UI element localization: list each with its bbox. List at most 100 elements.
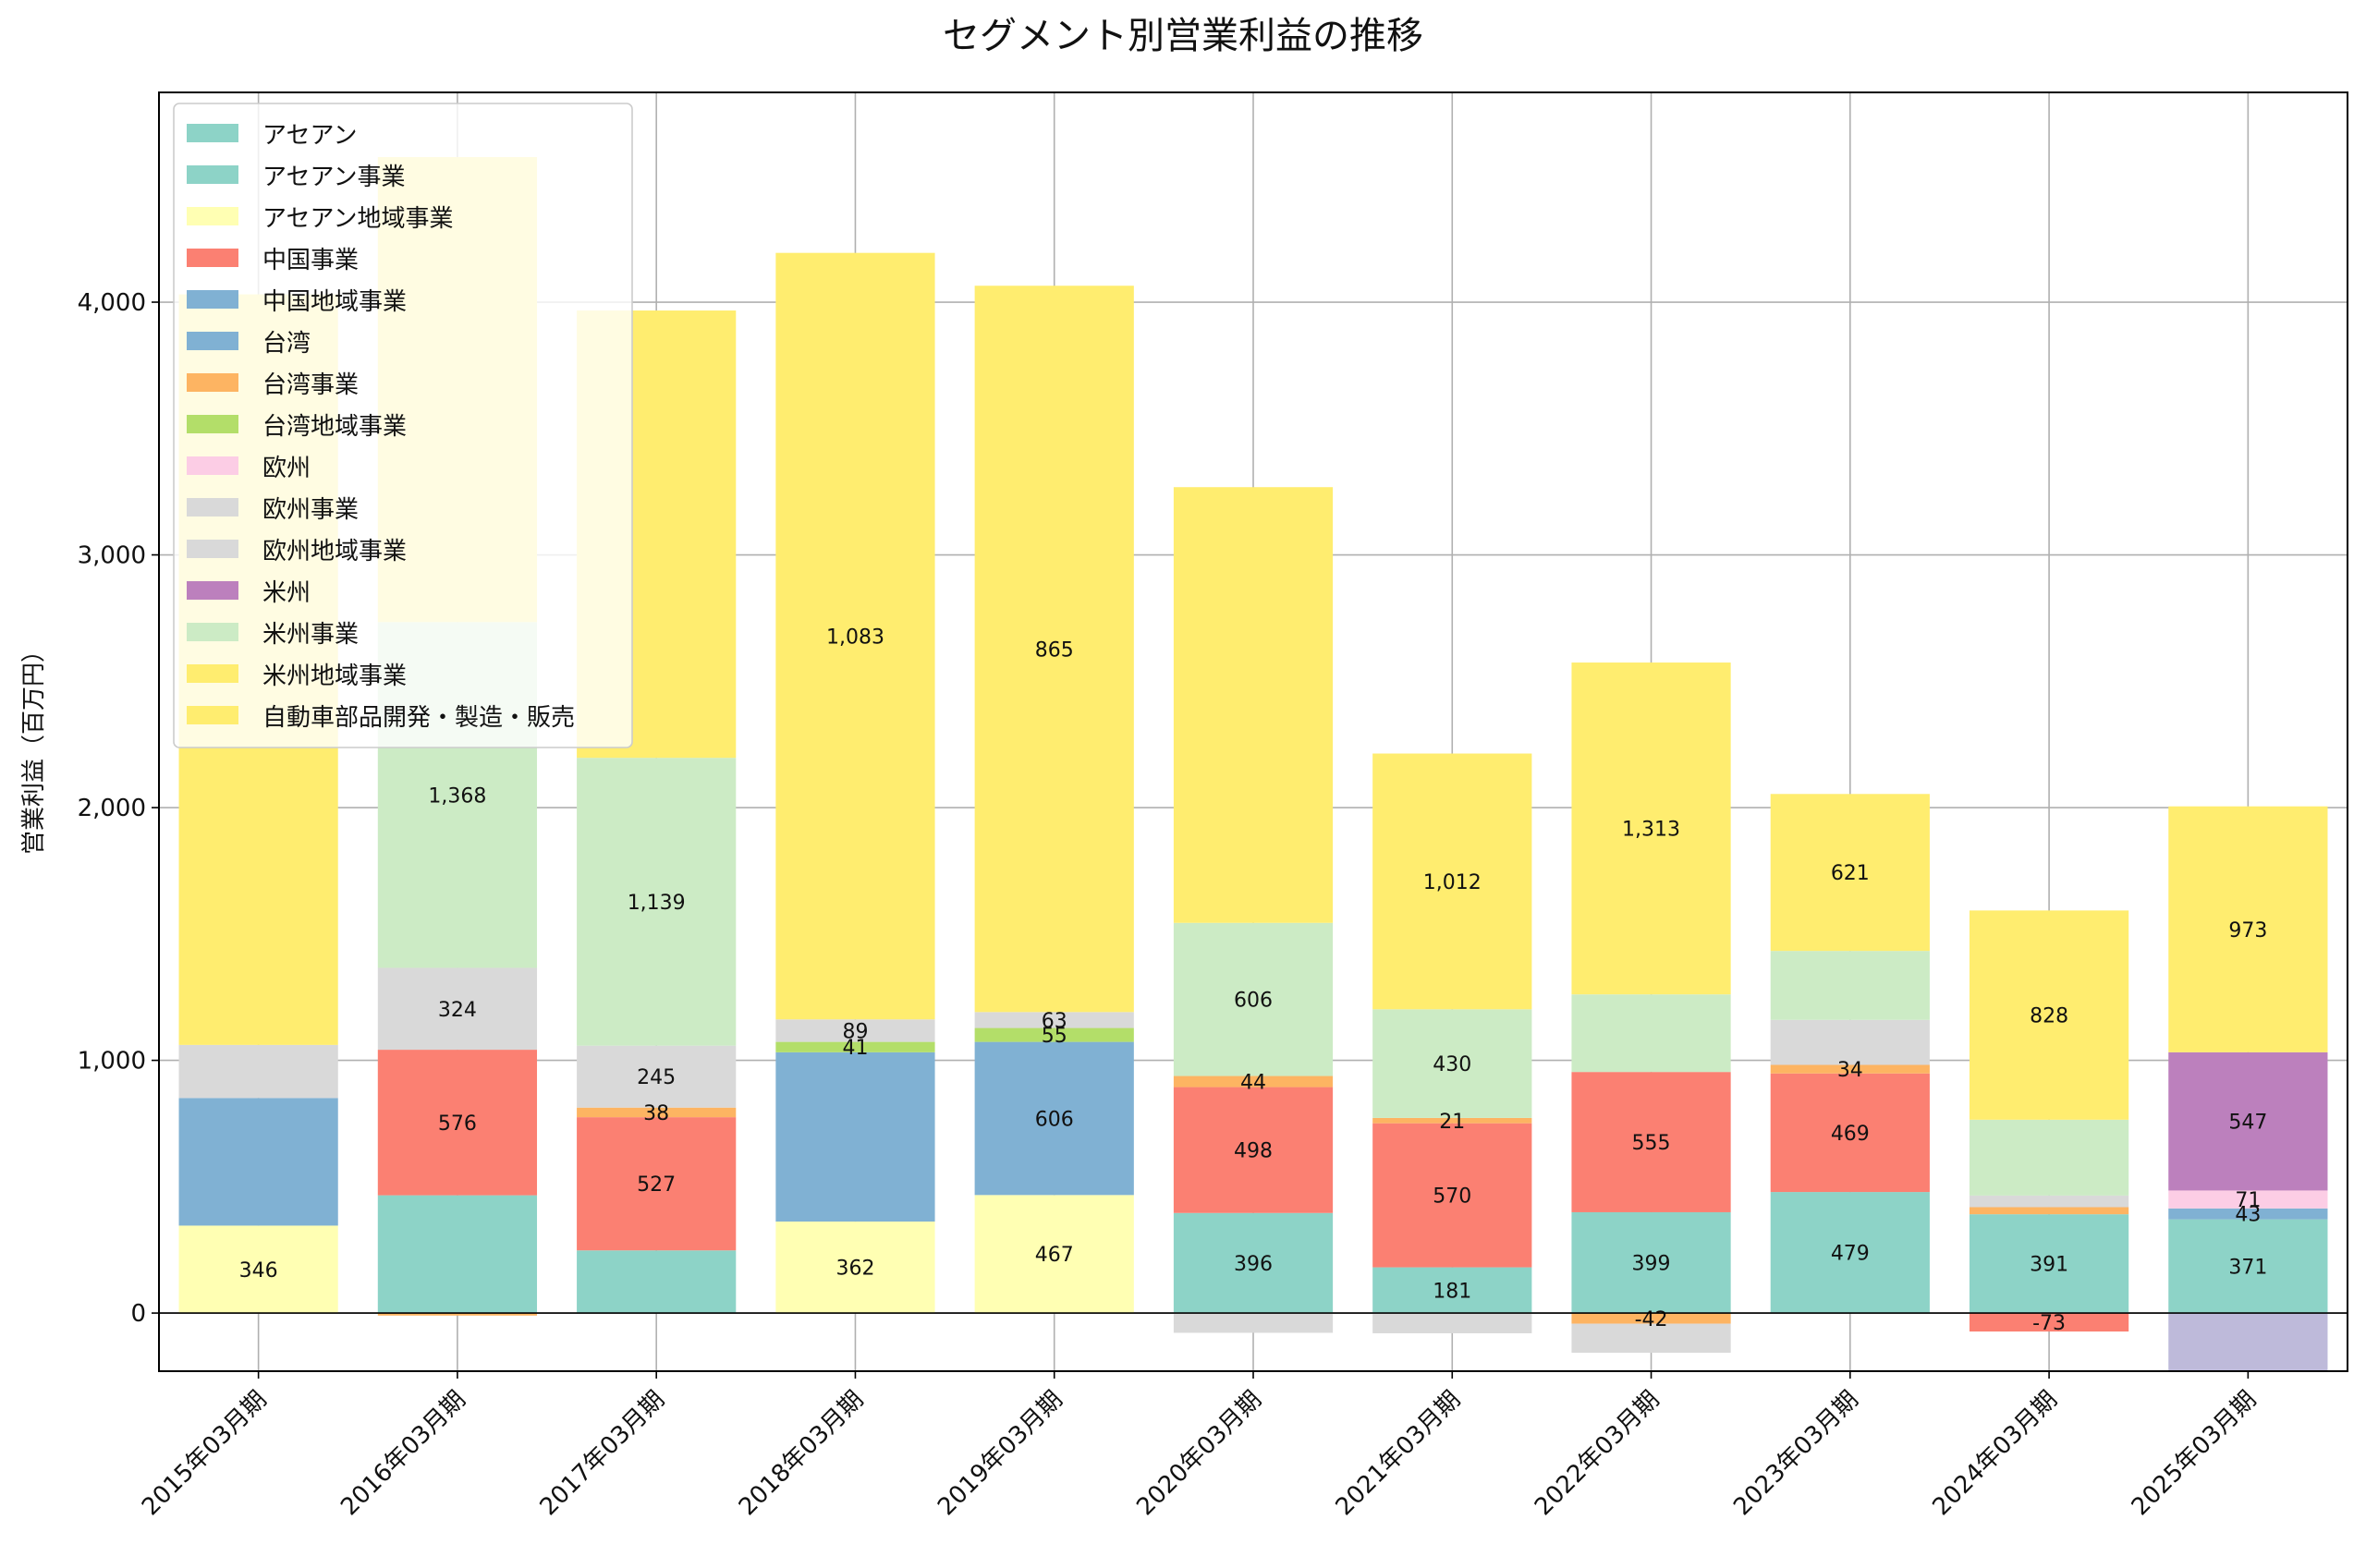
legend-swatch — [187, 415, 238, 433]
bar-segment — [1770, 794, 1930, 952]
data-label: 527 — [637, 1173, 676, 1197]
bar-segment — [1372, 1123, 1532, 1268]
legend-label: 台湾地域事業 — [262, 413, 407, 441]
y-tick-label: 3,000 — [78, 542, 146, 570]
bar-segment — [1969, 1207, 2129, 1215]
bar-segment — [577, 1250, 737, 1314]
data-label: 34 — [1837, 1059, 1863, 1082]
bar-segment — [1571, 994, 1731, 1073]
bar-segment — [2168, 1219, 2328, 1314]
data-label: 865 — [1035, 638, 1074, 662]
bar-segment — [1969, 1119, 2129, 1196]
bar-segment — [1173, 922, 1334, 1076]
bar-segment — [1571, 662, 1731, 995]
bar-segment — [775, 1019, 935, 1042]
data-label: 391 — [2030, 1254, 2068, 1277]
bar-segment — [2168, 806, 2328, 1052]
legend-label: 中国事業 — [262, 247, 359, 274]
bar-segment — [775, 1222, 935, 1314]
data-label: -42 — [1635, 1308, 1668, 1331]
bar-segment — [775, 1051, 935, 1222]
data-label: 55 — [1042, 1025, 1067, 1048]
bar-segment — [1173, 1087, 1334, 1213]
y-tick-label: 1,000 — [78, 1048, 146, 1076]
bar-segment — [1571, 1211, 1731, 1314]
legend-swatch — [187, 706, 238, 724]
bar-segment — [577, 758, 737, 1046]
legend-swatch — [187, 332, 238, 350]
bar-segment — [1173, 487, 1334, 923]
bar-segment — [1173, 1076, 1334, 1088]
y-tick-label: 0 — [130, 1300, 146, 1328]
bar-segment — [577, 1107, 737, 1118]
x-tick-label: 2023年03月期 — [1728, 1386, 1864, 1522]
x-tick-label: 2019年03月期 — [933, 1386, 1068, 1522]
legend-label: 欧州事業 — [262, 496, 359, 524]
data-label: 43 — [2235, 1204, 2261, 1227]
bar-segment — [1969, 910, 2129, 1120]
bar-segment — [1173, 1313, 1334, 1333]
data-label: 89 — [842, 1020, 868, 1043]
bar-segment — [1571, 1313, 1731, 1324]
bar-segment — [1770, 1019, 1930, 1065]
bar-layer — [178, 157, 2328, 1371]
data-label: 1,083 — [826, 626, 884, 649]
x-tick-label: 2018年03月期 — [734, 1386, 870, 1522]
bar-segment — [2168, 1190, 2328, 1209]
x-tick-label: 2017年03月期 — [535, 1386, 671, 1522]
bar-segment — [974, 286, 1134, 1013]
bar-segment — [974, 1027, 1134, 1042]
plot-frame — [158, 91, 2348, 1372]
bar-segment — [2168, 1051, 2328, 1191]
bar-segment — [1571, 1323, 1731, 1354]
data-label: 828 — [2030, 1005, 2068, 1028]
x-tick-label: 2020年03月期 — [1131, 1386, 1267, 1522]
bar-segment — [1969, 1214, 2129, 1314]
legend-label: 欧州地域事業 — [262, 538, 407, 565]
legend-swatch — [187, 581, 238, 600]
data-label: 346 — [239, 1259, 278, 1282]
y-tick-label: 2,000 — [78, 795, 146, 822]
data-label: 1,313 — [1622, 819, 1680, 842]
data-label: 467 — [1035, 1244, 1074, 1267]
chart-title: セグメント別営業利益の推移 — [943, 15, 1423, 57]
data-label: 41 — [842, 1037, 868, 1060]
data-label: 430 — [1433, 1053, 1471, 1076]
legend-label: 米州事業 — [262, 621, 359, 649]
legend-box — [173, 103, 633, 748]
bar-segment — [2168, 1208, 2328, 1220]
bar-segment — [974, 1041, 1134, 1196]
data-label: 396 — [1234, 1253, 1273, 1276]
legend-label: 米州地域事業 — [262, 662, 407, 690]
bar-segment — [1372, 1313, 1532, 1333]
data-label: 362 — [835, 1258, 874, 1281]
legend-label: 台湾事業 — [262, 371, 359, 399]
legend-label: 米州 — [262, 579, 311, 607]
legend-swatch — [187, 623, 238, 641]
bar-segment — [377, 1195, 538, 1314]
bar-segment — [1770, 1192, 1930, 1314]
x-tick-label: 2024年03月期 — [1927, 1386, 2063, 1522]
x-tick-label: 2022年03月期 — [1530, 1386, 1665, 1522]
bar-segment — [2168, 1313, 2328, 1371]
legend-label: アセアン地域事業 — [262, 205, 453, 233]
legend-label: 中国地域事業 — [262, 288, 407, 316]
bar-segment — [377, 1313, 538, 1316]
legend-swatch — [187, 290, 238, 309]
bar-segment — [1770, 1064, 1930, 1074]
data-label: 469 — [1831, 1123, 1870, 1146]
legend-label: 欧州 — [262, 455, 311, 482]
data-label: 570 — [1433, 1185, 1471, 1209]
bar-segment — [178, 1225, 338, 1314]
bar-segment — [974, 1012, 1134, 1028]
bar-segment — [1372, 1117, 1532, 1124]
bar-segment — [577, 1045, 737, 1108]
data-label: 498 — [1234, 1140, 1273, 1163]
bar-segment — [1372, 753, 1532, 1010]
data-label: 399 — [1632, 1253, 1671, 1276]
bar-segment — [178, 1098, 338, 1226]
data-label: 371 — [2228, 1256, 2267, 1279]
